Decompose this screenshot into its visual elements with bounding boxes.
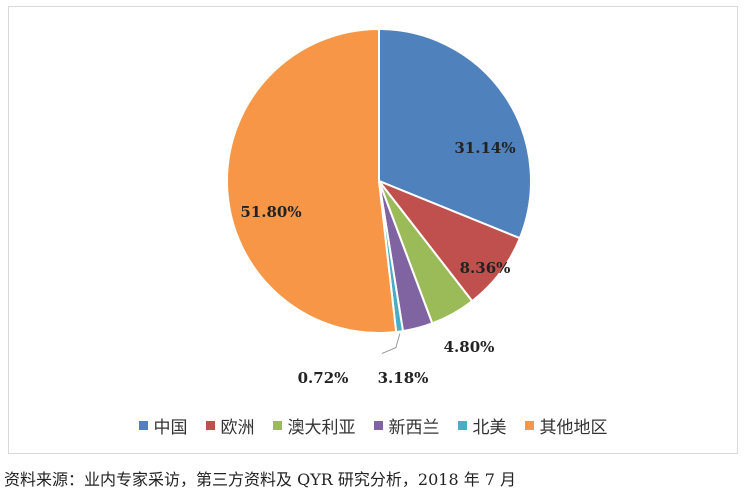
legend-swatch xyxy=(524,421,534,430)
legend-label: 欧洲 xyxy=(220,418,255,438)
slice-label-5: 0.72% xyxy=(298,369,349,387)
legend-item: 澳大利亚 xyxy=(272,413,356,438)
leader-line xyxy=(381,333,401,355)
legend-swatch xyxy=(272,421,282,430)
legend-label: 澳大利亚 xyxy=(287,418,356,438)
slice-label-3: 4.80% xyxy=(444,338,495,356)
legend-item: 其他地区 xyxy=(524,413,608,438)
chart-legend: 中国 欧洲 澳大利亚 新西兰 北美 其他地区 xyxy=(9,413,737,438)
slice-label-2: 8.36% xyxy=(460,259,511,277)
slice-label-6: 51.80% xyxy=(240,203,301,221)
legend-item: 中国 xyxy=(138,413,188,438)
source-note: 资料来源：业内专家采访，第三方资料及 QYR 研究分析，2018 年 7 月 xyxy=(4,470,517,489)
legend-item: 北美 xyxy=(457,413,507,438)
pie-chart: 31.14% 8.36% 4.80% 3.18% 0.72% 51.80% xyxy=(226,27,532,387)
legend-swatch xyxy=(138,421,148,430)
legend-label: 北美 xyxy=(472,418,507,438)
chart-frame: 31.14% 8.36% 4.80% 3.18% 0.72% 51.80% 中国 欧洲 澳大利… xyxy=(8,6,738,454)
slice-label-1: 31.14% xyxy=(454,139,515,157)
legend-swatch xyxy=(373,421,383,430)
legend-item: 欧洲 xyxy=(205,413,255,438)
legend-item: 新西兰 xyxy=(373,413,440,438)
legend-label: 新西兰 xyxy=(388,418,440,438)
legend-label: 中国 xyxy=(153,418,188,438)
legend-swatch xyxy=(457,421,467,430)
pie-slice-1 xyxy=(378,27,532,240)
slice-label-4: 3.18% xyxy=(378,369,429,387)
pie-slice-6 xyxy=(226,27,398,334)
legend-swatch xyxy=(205,421,215,430)
legend-label: 其他地区 xyxy=(539,418,608,438)
